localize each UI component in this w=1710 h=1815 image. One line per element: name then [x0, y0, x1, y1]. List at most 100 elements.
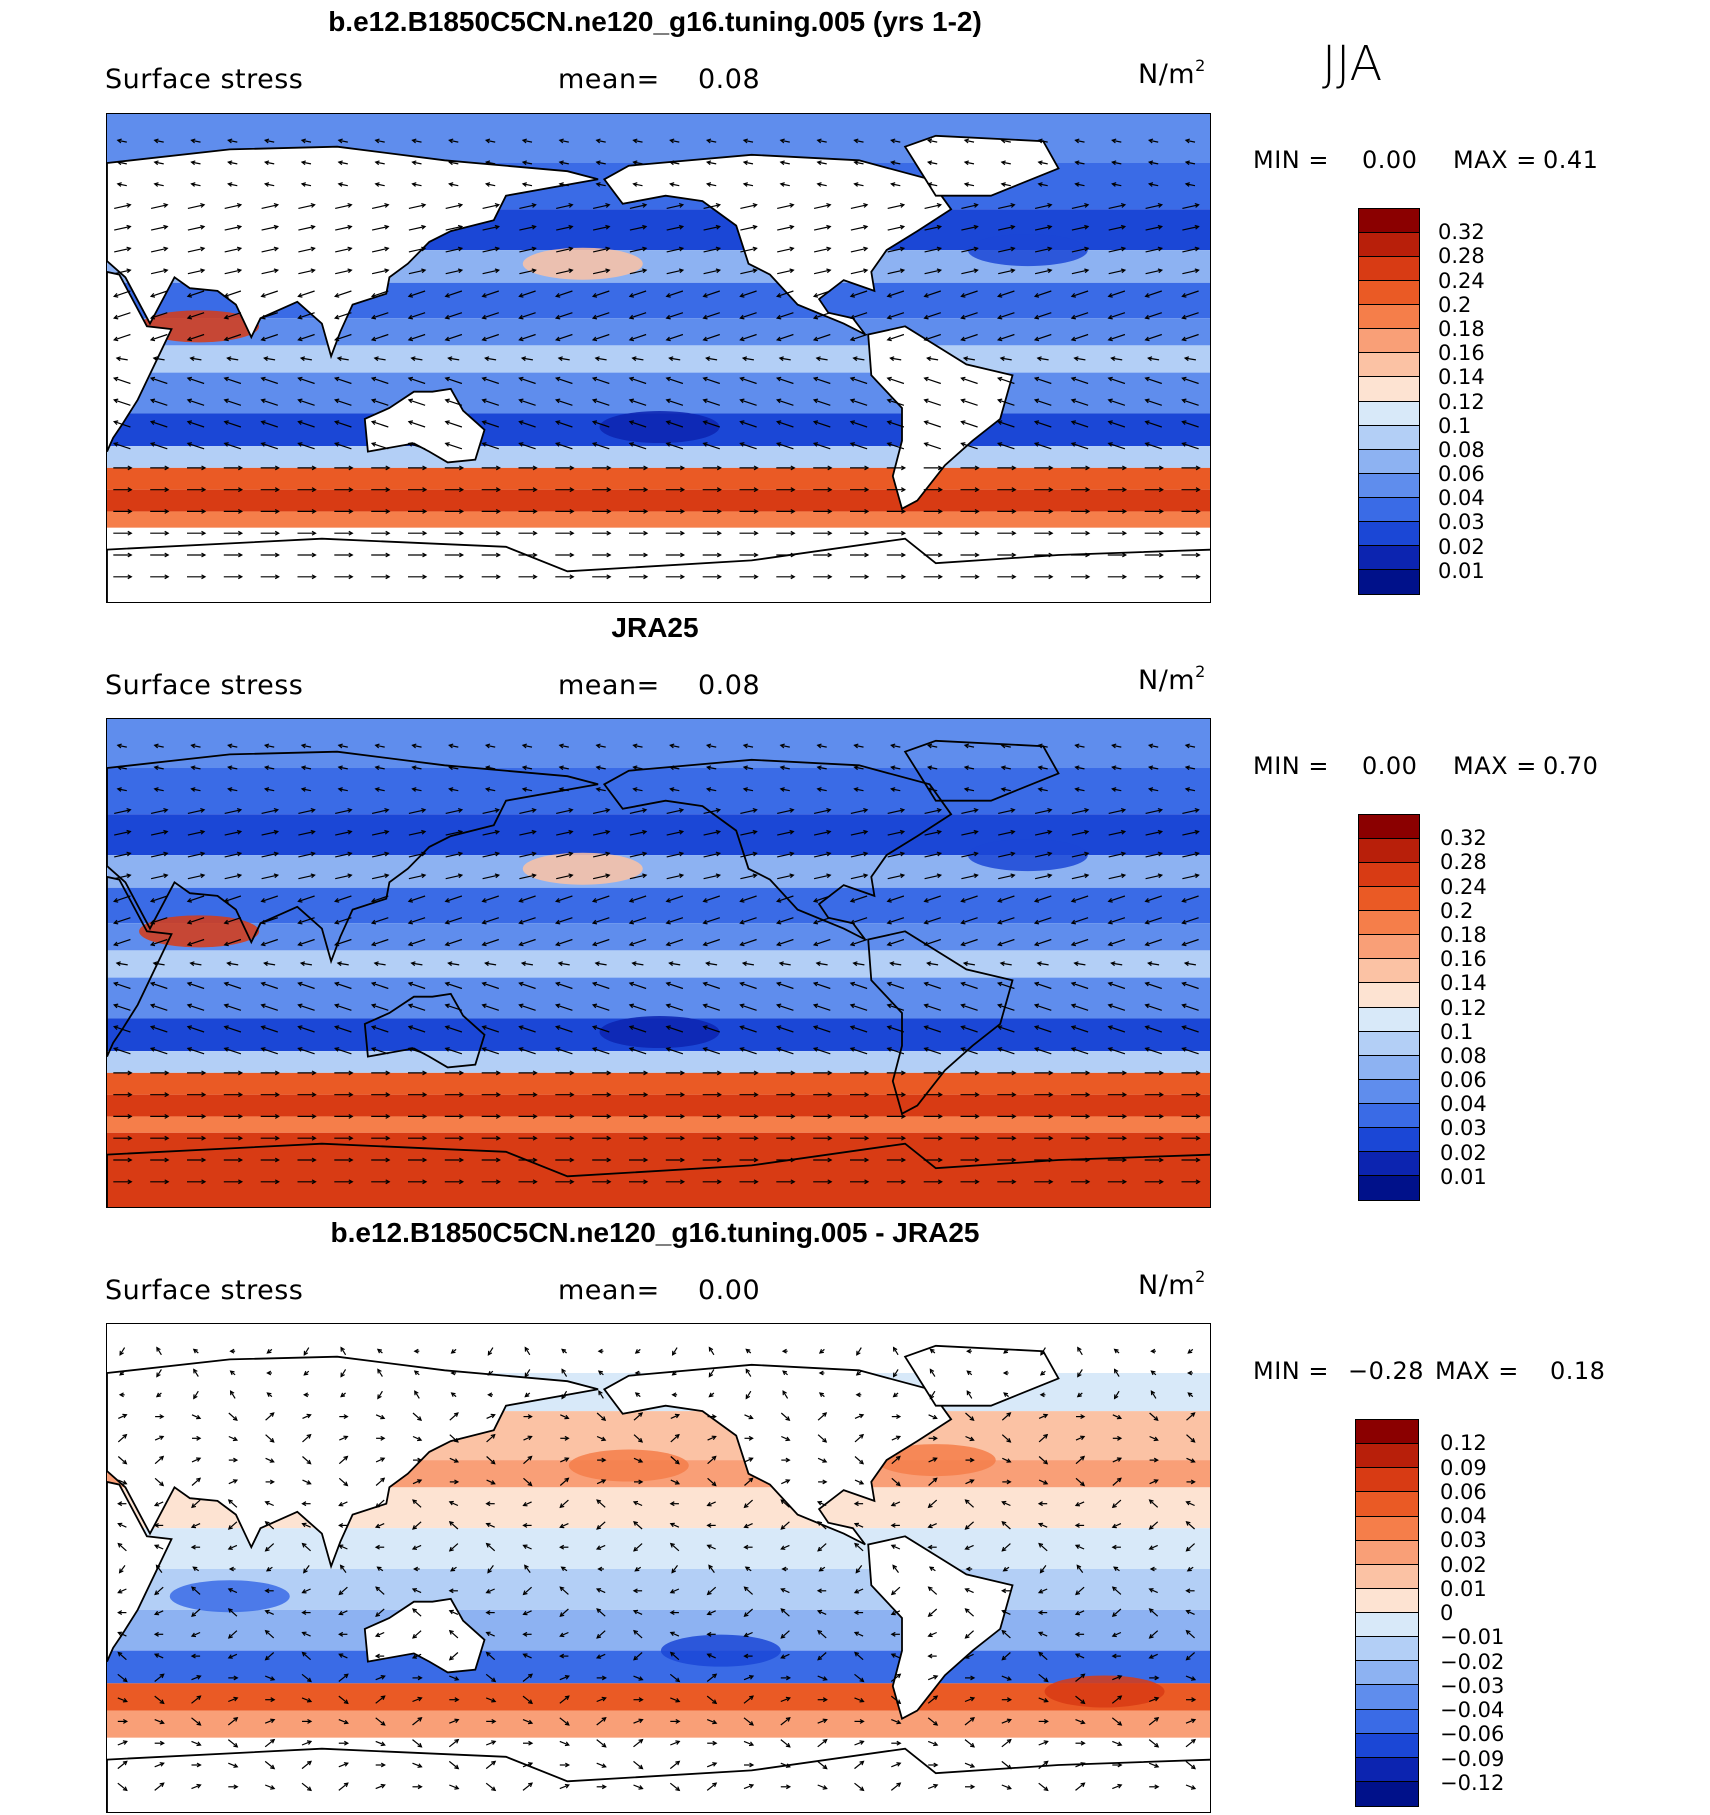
wind-arrow [335, 852, 352, 858]
wind-arrowhead [196, 1695, 202, 1701]
wind-arrow [629, 1026, 647, 1033]
wind-arrow [703, 377, 720, 385]
wind-arrow [301, 139, 312, 143]
wind-arrow [1071, 312, 1089, 319]
wind-arrow [1037, 962, 1049, 966]
wind-arrow [154, 1456, 164, 1465]
wind-arrowhead [890, 1522, 896, 1528]
wind-arrow [1075, 1653, 1085, 1659]
wind-arrow [224, 269, 242, 275]
wind-arrowhead [1048, 1179, 1054, 1185]
wind-arrow [927, 1784, 938, 1790]
wind-arrow [777, 852, 794, 858]
colorbar-tick-label: −0.06 [1440, 1722, 1505, 1747]
wind-arrowhead [407, 941, 414, 947]
wind-arrow [596, 183, 606, 187]
wind-arrowhead [1120, 224, 1127, 230]
wind-arrowhead [822, 1412, 828, 1417]
wind-arrowhead [380, 1477, 386, 1483]
wind-arrowhead [238, 1157, 244, 1163]
wind-arrow [707, 1653, 716, 1659]
wind-arrow [187, 269, 205, 275]
wind-arrowhead [601, 1675, 607, 1681]
wind-arrowhead [149, 442, 156, 447]
wind-arrowhead [812, 1047, 819, 1052]
wind-arrowhead [628, 919, 635, 925]
wind-arrowhead [923, 376, 929, 382]
wind-arrow [1034, 247, 1052, 253]
wind-arrowhead [634, 1370, 640, 1376]
wind-arrowhead [484, 787, 491, 792]
wind-arrowhead [1033, 919, 1040, 925]
wind-arrow [961, 938, 978, 946]
wind-arrow [556, 809, 573, 814]
wind-arrowhead [706, 1631, 712, 1637]
wind-arrowhead [596, 1525, 602, 1530]
wind-arrow [482, 204, 499, 209]
wind-arrow [191, 139, 201, 143]
wind-arrowhead [264, 1520, 270, 1526]
wind-arrow [964, 139, 975, 143]
wind-arrow [487, 1347, 494, 1356]
wind-arrow [339, 1544, 348, 1550]
wind-arrow [1108, 204, 1126, 209]
wind-arrowhead [385, 574, 391, 580]
wind-arrow [780, 139, 790, 143]
wind-arrow [743, 161, 754, 165]
wind-arrow [703, 852, 720, 858]
wind-arrow [224, 225, 242, 231]
wind-arrowhead [1157, 851, 1164, 857]
wind-arrowhead [973, 851, 979, 857]
wind-arrowhead [1185, 1588, 1191, 1594]
wind-arrowhead [1122, 1092, 1128, 1098]
wind-arrow [340, 1347, 347, 1356]
wind-arrowhead [739, 1047, 745, 1052]
wind-arrowhead [927, 1653, 933, 1659]
wind-arrowhead [969, 1436, 975, 1442]
wind-arrowhead [890, 1590, 896, 1596]
wind-arrowhead [153, 138, 159, 144]
wind-arrow [777, 247, 794, 253]
wind-arrowhead [970, 1675, 976, 1681]
wind-arrowhead [333, 442, 340, 447]
wind-arrowhead [932, 1414, 938, 1420]
stress-band [107, 719, 1210, 768]
colorbar-swatch [1359, 425, 1419, 450]
colorbar-swatch [1359, 1007, 1419, 1032]
wind-arrowhead [1084, 829, 1090, 835]
wind-arrow [375, 1608, 385, 1617]
wind-arrow [375, 1784, 385, 1790]
wind-arrow [228, 1608, 238, 1617]
wind-arrow [265, 1457, 274, 1463]
wind-arrowhead [927, 1523, 933, 1529]
wind-arrow [777, 290, 794, 297]
wind-arrow [556, 377, 573, 385]
wind-arrowhead [348, 552, 354, 558]
wind-arrow [412, 139, 422, 143]
wind-arrowhead [1033, 897, 1040, 903]
wind-arrow [670, 139, 680, 143]
wind-arrow [592, 247, 610, 253]
wind-arrow [850, 312, 868, 319]
wind-arrow [556, 290, 573, 297]
wind-arrowhead [1185, 1520, 1191, 1526]
wind-arrow [556, 1004, 573, 1011]
wind-arrow [887, 225, 905, 231]
wind-arrowhead [633, 1520, 639, 1526]
wind-arrowhead [306, 1698, 313, 1703]
wind-arrowhead [1113, 1566, 1119, 1571]
wind-arrowhead [459, 1070, 465, 1076]
wind-arrow [777, 982, 794, 990]
wind-arrowhead [481, 314, 487, 320]
wind-arrow [224, 982, 242, 990]
wind-arrowhead [311, 1135, 317, 1141]
wind-arrow [556, 204, 573, 209]
wind-arrowhead [1153, 1416, 1159, 1422]
wind-arrowhead [410, 961, 416, 967]
wind-arrowhead [555, 398, 561, 404]
wind-arrowhead [605, 203, 611, 208]
wind-arrowhead [1185, 1500, 1191, 1506]
wind-arrow [854, 1414, 864, 1419]
wind-arrowhead [422, 508, 428, 514]
wind-arrowhead [487, 1568, 492, 1574]
